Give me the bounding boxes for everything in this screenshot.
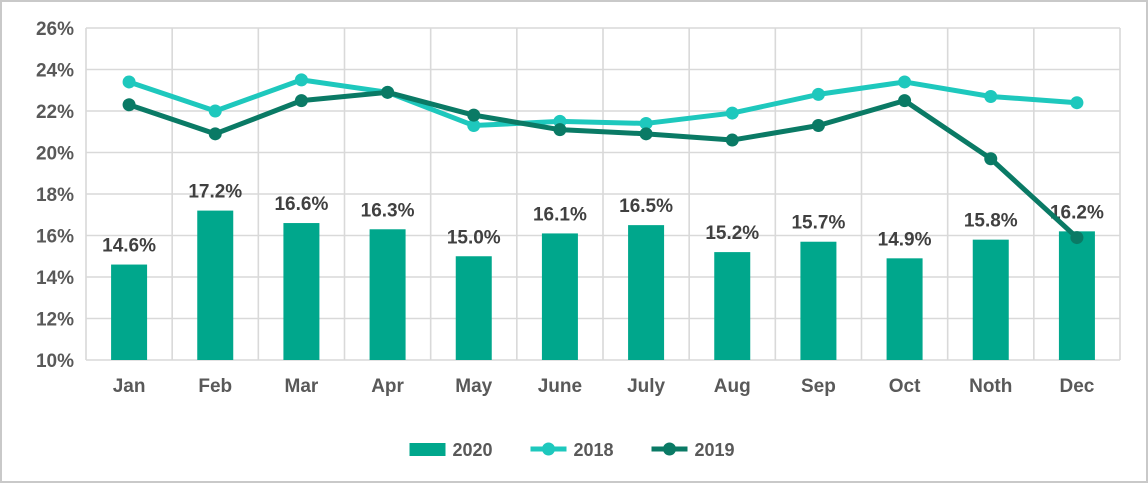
line-series-2019 [122, 85, 1084, 245]
legend-line-marker [542, 442, 555, 456]
bar-2020-May [455, 256, 492, 360]
data-label-Aug: 15.2% [705, 223, 759, 244]
y-axis-tick-label: 16% [36, 227, 74, 248]
bar-2020-Feb [197, 210, 234, 360]
point-2019-June [553, 123, 567, 137]
x-axis-labels: Jan Feb Mar Apr May June July Aug Sep Oct Noth Dec [113, 376, 1095, 397]
y-axis-tick-label: 26% [36, 19, 74, 40]
data-label-May: 15.0% [447, 227, 501, 248]
x-axis-category-label: May [455, 376, 492, 397]
legend-label: 2018 [574, 440, 614, 460]
point-2019-Sep [811, 119, 825, 133]
point-2019-Oct [898, 94, 912, 108]
x-axis-category-label: July [627, 376, 665, 397]
legend-item-2019[interactable]: 2019 [651, 440, 735, 460]
x-axis-category-label: Mar [285, 376, 319, 397]
y-axis-tick-label: 18% [36, 185, 74, 206]
y-axis-tick-label: 24% [36, 61, 74, 82]
data-label-Dec: 16.2% [1050, 202, 1104, 223]
point-2019-Mar [294, 94, 308, 108]
y-axis-tick-label: 14% [36, 268, 74, 289]
point-2018-Aug [725, 106, 739, 120]
x-axis-category-label: Dec [1059, 376, 1094, 397]
point-2018-Sep [811, 87, 825, 101]
bar-data-labels: 14.6% 17.2% 16.6% 16.3% 15.0% 16.1% 16.5% 15.2%… [102, 182, 1104, 257]
legend-item-2018[interactable]: 2018 [530, 440, 614, 460]
bar-2020-Jan [111, 264, 148, 360]
x-axis-category-label: June [538, 376, 582, 397]
data-label-Sep: 15.7% [791, 213, 845, 234]
point-2018-Mar [294, 73, 308, 87]
bar-2020-Sep [800, 241, 837, 360]
point-2019-Jan [122, 98, 136, 112]
point-2019-Dec [1070, 231, 1084, 245]
y-axis-tick-label: 20% [36, 144, 74, 165]
data-label-Noth: 15.8% [964, 211, 1018, 232]
bar-2020-July [628, 225, 665, 360]
legend-line-marker [663, 442, 676, 456]
line-2019 [126, 89, 1080, 241]
data-label-Apr: 16.3% [361, 200, 415, 221]
gridlines [85, 27, 1121, 361]
x-axis-category-label: Jan [113, 376, 146, 397]
y-axis-tick-label: 10% [36, 351, 74, 372]
legend-label: 2019 [695, 440, 735, 460]
x-axis-category-label: Sep [801, 376, 836, 397]
y-axis-tick-label: 12% [36, 310, 74, 331]
legend-item-2020[interactable]: 2020 [409, 440, 493, 460]
line-2018 [126, 77, 1080, 129]
data-label-June: 16.1% [533, 204, 587, 225]
bar-2020-June [541, 233, 578, 360]
point-2019-Feb [208, 127, 222, 141]
point-2019-Apr [381, 85, 395, 99]
bar-series-2020 [111, 210, 1095, 360]
legend: 2020 2018 2019 [409, 440, 735, 460]
y-axis-labels: 10% 12% 14% 16% 18% 20% 22% 24% 26% [36, 19, 74, 372]
point-2018-Noth [984, 89, 998, 103]
data-label-July: 16.5% [619, 196, 673, 217]
bar-2020-Aug [714, 252, 751, 360]
point-2018-May [467, 119, 481, 133]
x-axis-category-label: Oct [889, 376, 921, 397]
legend-label: 2020 [453, 440, 493, 460]
point-2018-Dec [1070, 96, 1084, 110]
x-axis-category-label: Apr [371, 376, 404, 397]
bar-2020-Noth [972, 239, 1009, 360]
point-2018-Feb [208, 104, 222, 118]
point-2018-Jan [122, 75, 136, 89]
data-label-Mar: 16.6% [274, 194, 328, 215]
point-2019-Noth [984, 152, 998, 166]
bar-2020-Oct [886, 258, 923, 360]
point-2019-July [639, 127, 653, 141]
legend-bar-swatch [409, 443, 446, 456]
bar-2020-Dec [1058, 231, 1095, 360]
point-2019-May [467, 108, 481, 122]
bar-2020-Apr [369, 229, 406, 360]
point-2018-July [639, 116, 653, 130]
x-axis-category-label: Aug [714, 376, 751, 397]
x-axis-category-label: Feb [198, 376, 232, 397]
data-label-Jan: 14.6% [102, 236, 156, 257]
point-2018-Oct [898, 75, 912, 89]
data-label-Feb: 17.2% [188, 182, 242, 203]
bar-2020-Mar [283, 223, 320, 360]
y-axis-tick-label: 22% [36, 102, 74, 123]
point-2019-Aug [725, 133, 739, 147]
data-label-Oct: 14.9% [878, 229, 932, 250]
x-axis-category-label: Noth [969, 376, 1012, 397]
